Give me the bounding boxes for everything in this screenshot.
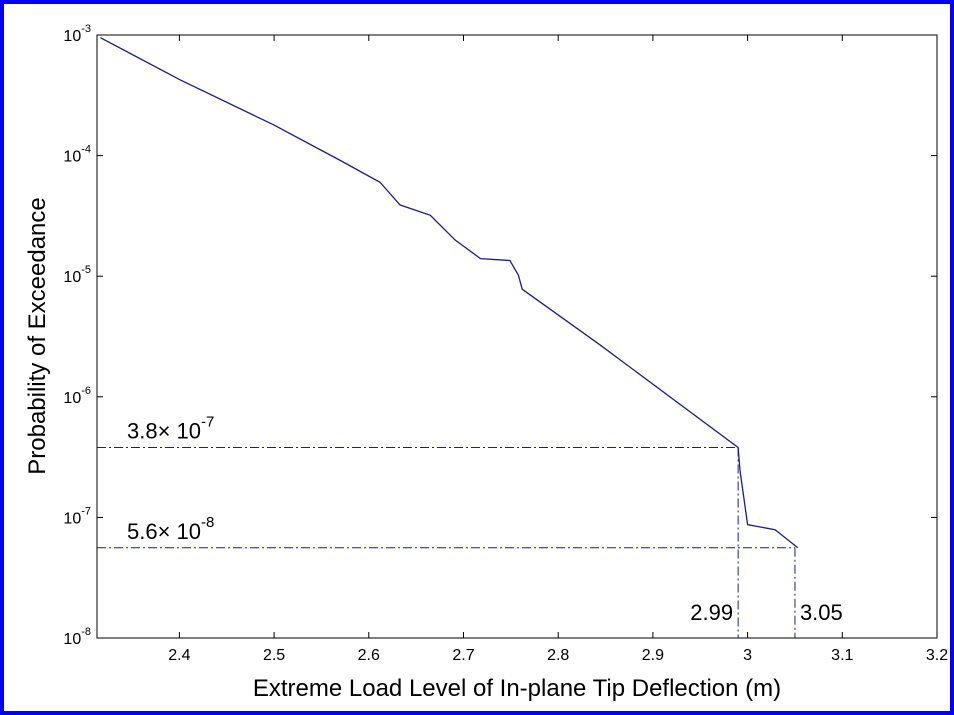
annotation-exponent: -8 <box>201 514 214 531</box>
x-tick-label: 3.2 <box>926 647 948 664</box>
annotation-text: 3.8× 10 <box>127 418 201 443</box>
data-line <box>100 37 799 549</box>
y-tick-base: 10 <box>63 631 81 648</box>
y-tick-exponent: -4 <box>81 144 91 156</box>
annotation: 3.05 <box>800 600 843 625</box>
x-tick-label: 2.8 <box>547 647 569 664</box>
y-tick-exponent: -7 <box>81 505 91 517</box>
y-tick-label: 10-4 <box>63 144 91 166</box>
y-tick-base: 10 <box>63 149 81 166</box>
y-tick-base: 10 <box>63 28 81 45</box>
y-tick-base: 10 <box>63 390 81 407</box>
annotation-exponent: -7 <box>201 413 214 430</box>
x-tick-label: 2.5 <box>263 647 285 664</box>
y-tick-exponent: -3 <box>81 23 91 35</box>
x-tick-label: 2.4 <box>168 647 190 664</box>
x-tick-label: 2.9 <box>642 647 664 664</box>
y-tick-base: 10 <box>63 510 81 527</box>
x-tick-label: 2.6 <box>358 647 380 664</box>
y-tick-label: 10-8 <box>63 626 91 648</box>
x-tick-label: 2.7 <box>452 647 474 664</box>
y-tick-label: 10-6 <box>63 385 91 407</box>
y-tick-label: 10-3 <box>63 23 91 45</box>
y-tick-exponent: -5 <box>81 264 91 276</box>
x-axis-label: Extreme Load Level of In-plane Tip Defle… <box>253 675 781 702</box>
y-tick-label: 10-5 <box>63 264 91 286</box>
x-tick-label: 3.1 <box>831 647 853 664</box>
y-tick-exponent: -8 <box>81 626 91 638</box>
y-tick-base: 10 <box>63 269 81 286</box>
annotation-text: 5.6× 10 <box>127 519 201 544</box>
annotation: 5.6× 10-8 <box>127 514 214 544</box>
annotation: 3.8× 10-7 <box>127 413 214 443</box>
plot-area <box>96 34 938 639</box>
y-tick-exponent: -6 <box>81 385 91 397</box>
x-tick-label: 3 <box>743 647 752 664</box>
annotation: 2.99 <box>690 600 733 625</box>
y-axis-label: Probability of Exceedance <box>24 197 51 475</box>
y-tick-label: 10-7 <box>63 505 91 527</box>
